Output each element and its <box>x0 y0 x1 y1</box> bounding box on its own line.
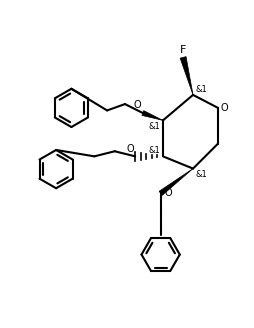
Polygon shape <box>179 57 192 95</box>
Text: F: F <box>179 45 185 55</box>
Text: &1: &1 <box>148 146 160 155</box>
Text: O: O <box>220 103 227 113</box>
Text: O: O <box>126 144 133 154</box>
Polygon shape <box>158 169 192 195</box>
Polygon shape <box>141 111 162 120</box>
Text: &1: &1 <box>195 85 207 93</box>
Text: O: O <box>133 100 141 111</box>
Text: &1: &1 <box>195 170 207 179</box>
Text: &1: &1 <box>148 122 160 131</box>
Text: O: O <box>164 188 171 198</box>
